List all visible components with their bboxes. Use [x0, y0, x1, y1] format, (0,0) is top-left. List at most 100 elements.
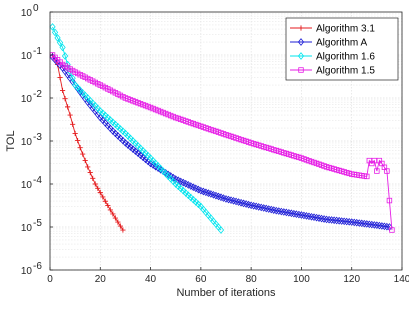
- data-point: [308, 212, 315, 221]
- y-tick-exponent: 0: [33, 3, 39, 14]
- data-point: [255, 203, 262, 211]
- data-point: [320, 215, 328, 223]
- data-point: [99, 109, 106, 118]
- data-point: [389, 227, 395, 233]
- data-point: [190, 195, 197, 204]
- data-point: [112, 129, 119, 138]
- legend-item: Algorithm 3.1: [290, 24, 375, 35]
- data-point: [273, 206, 280, 215]
- data-point: [353, 218, 360, 227]
- data-point: [95, 185, 101, 191]
- data-point: [265, 205, 272, 213]
- data-point: [290, 209, 298, 218]
- data-point: [105, 202, 111, 209]
- data-point: [137, 151, 144, 160]
- data-point: [371, 157, 378, 164]
- legend-item: Algorithm 1.6: [290, 52, 375, 63]
- data-point: [263, 204, 270, 213]
- data-point: [373, 221, 380, 230]
- legend-label: Algorithm 3.1: [316, 24, 375, 35]
- data-point: [70, 121, 76, 127]
- data-point: [107, 116, 114, 124]
- x-tick-label: 80: [246, 274, 258, 285]
- data-point: [348, 218, 355, 226]
- data-point: [120, 227, 126, 233]
- legend-item: Algorithm A: [290, 38, 367, 49]
- data-point: [62, 96, 68, 102]
- legend-label: Algorithm 1.5: [316, 66, 375, 77]
- data-point: [378, 222, 386, 230]
- data-point: [122, 139, 129, 147]
- y-tick-exponent: -4: [33, 175, 42, 186]
- data-point: [177, 184, 184, 193]
- data-point: [358, 219, 365, 228]
- data-point: [363, 220, 370, 228]
- data-point: [351, 218, 358, 227]
- data-point: [297, 52, 305, 60]
- data-point: [192, 198, 199, 206]
- data-point: [338, 217, 345, 225]
- data-point: [107, 207, 113, 213]
- data-point: [112, 120, 119, 129]
- data-point: [129, 145, 137, 153]
- data-point: [92, 181, 98, 187]
- legend-label: Algorithm A: [316, 38, 367, 49]
- legend-label: Algorithm 1.6: [316, 52, 375, 63]
- y-tick-exponent: -2: [33, 89, 42, 100]
- y-tick-exponent: -1: [33, 46, 42, 57]
- data-point: [374, 168, 380, 174]
- data-point: [80, 151, 86, 157]
- data-point: [61, 52, 69, 60]
- series-line: [52, 54, 124, 231]
- legend-item: Algorithm 1.5: [290, 66, 375, 77]
- data-point: [59, 43, 66, 52]
- data-point: [85, 164, 91, 170]
- data-point: [97, 107, 104, 115]
- data-point: [119, 127, 127, 136]
- data-point: [336, 216, 343, 225]
- data-point: [318, 214, 325, 223]
- y-tick-label: 10: [21, 266, 33, 277]
- data-point: [303, 212, 310, 220]
- data-point: [114, 122, 122, 131]
- data-point: [87, 169, 93, 176]
- data-point: [376, 221, 383, 230]
- x-axis-label: Number of iterations: [176, 287, 276, 299]
- data-point: [383, 222, 391, 231]
- data-point: [134, 149, 142, 158]
- data-point: [180, 186, 187, 195]
- data-point: [333, 216, 340, 225]
- data-point: [97, 190, 103, 196]
- data-point: [119, 136, 127, 145]
- x-tick-label: 100: [293, 274, 310, 285]
- data-point: [65, 104, 71, 110]
- data-point: [297, 38, 305, 46]
- data-point: [341, 217, 348, 226]
- data-point: [343, 217, 350, 226]
- data-point: [295, 210, 303, 219]
- data-point: [172, 180, 179, 188]
- data-point: [109, 118, 116, 127]
- data-point: [104, 113, 111, 122]
- data-point: [100, 194, 106, 200]
- x-axis-ticks: 0 20 40 60 80 100 120 140: [47, 267, 409, 285]
- y-tick-label: 10: [21, 180, 33, 191]
- data-point: [381, 222, 388, 231]
- y-tick-exponent: -6: [33, 261, 42, 272]
- data-point: [102, 198, 108, 204]
- data-point: [283, 208, 290, 217]
- data-point: [305, 212, 313, 221]
- x-tick-label: 20: [95, 274, 107, 285]
- data-point: [275, 207, 282, 215]
- data-point: [298, 67, 304, 73]
- data-point: [366, 220, 373, 229]
- data-point: [117, 125, 124, 133]
- data-point: [187, 193, 194, 202]
- data-point: [323, 215, 330, 224]
- data-point: [72, 130, 78, 137]
- data-point: [361, 219, 368, 228]
- data-point: [300, 211, 308, 220]
- y-tick-label: 10: [21, 94, 33, 105]
- data-point: [313, 213, 320, 222]
